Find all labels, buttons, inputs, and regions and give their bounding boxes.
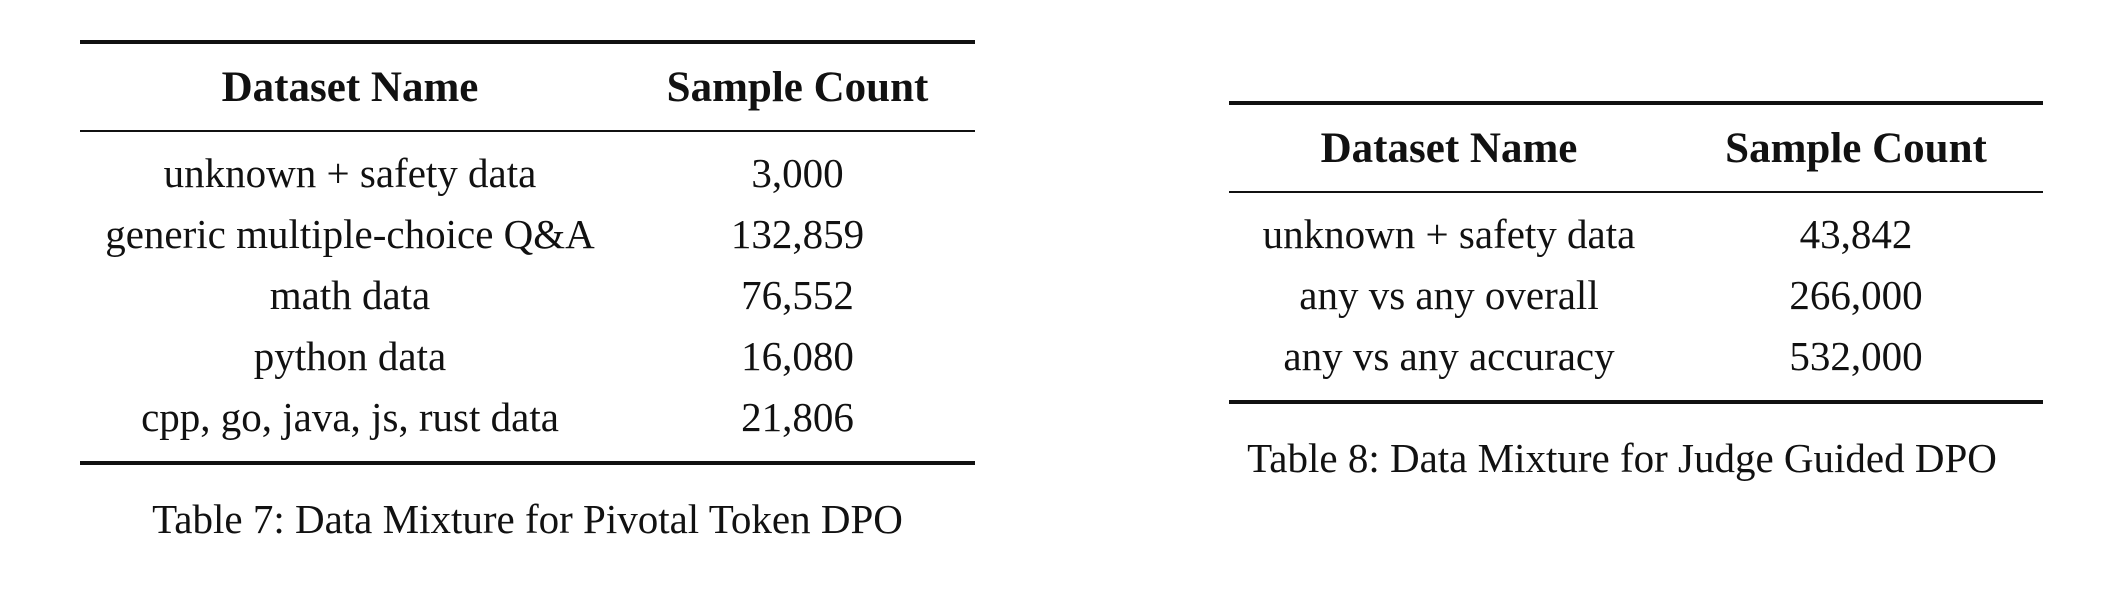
dataset-name-cell: cpp, go, java, js, rust data: [141, 393, 559, 440]
data-mixture-table: Dataset Name Sample Count unknown + safe…: [80, 40, 975, 465]
table-row: any vs any accuracy 532,000: [1229, 325, 2043, 402]
table-8: Dataset Name Sample Count unknown + safe…: [1187, 101, 2057, 482]
table-row: unknown + safety data 43,842: [1229, 192, 2043, 264]
table-row: python data 16,080: [80, 325, 975, 386]
sample-count-cell: 3,000: [751, 149, 844, 196]
table-row: generic multiple-choice Q&A 132,859: [80, 203, 975, 264]
header-row: Dataset Name Sample Count: [80, 42, 975, 131]
sample-count-cell: 132,859: [730, 210, 865, 257]
data-mixture-table: Dataset Name Sample Count unknown + safe…: [1229, 101, 2043, 404]
dataset-name-cell: python data: [253, 332, 447, 379]
sample-count-cell: 532,000: [1789, 332, 1923, 379]
table-caption: Table 7: Data Mixture for Pivotal Token …: [152, 496, 903, 542]
dataset-name-cell: generic multiple-choice Q&A: [105, 210, 595, 257]
dataset-name-cell: math data: [269, 271, 431, 318]
sample-count-cell: 76,552: [741, 271, 854, 318]
header-row: Dataset Name Sample Count: [1229, 103, 2043, 192]
table-row: any vs any overall 266,000: [1229, 264, 2043, 325]
column-header-sample-count: Sample Count: [666, 63, 929, 111]
column-header-dataset-name: Dataset Name: [1320, 124, 1578, 172]
sample-count-cell: 266,000: [1789, 271, 1923, 318]
table-7: Dataset Name Sample Count unknown + safe…: [80, 40, 975, 543]
sample-count-cell: 21,806: [741, 393, 854, 440]
column-header-sample-count: Sample Count: [1725, 124, 1987, 172]
sample-count-cell: 43,842: [1799, 210, 1913, 257]
column-header-dataset-name: Dataset Name: [221, 63, 479, 111]
dataset-name-cell: unknown + safety data: [163, 149, 537, 196]
table-row: unknown + safety data 3,000: [80, 131, 975, 203]
table-row: cpp, go, java, js, rust data 21,806: [80, 386, 975, 463]
dataset-name-cell: any vs any overall: [1299, 271, 1599, 318]
table-caption: Table 8: Data Mixture for Judge Guided D…: [1247, 435, 1997, 481]
dataset-name-cell: unknown + safety data: [1262, 210, 1636, 257]
table-row: math data 76,552: [80, 264, 975, 325]
sample-count-cell: 16,080: [741, 332, 854, 379]
dataset-name-cell: any vs any accuracy: [1283, 332, 1615, 379]
